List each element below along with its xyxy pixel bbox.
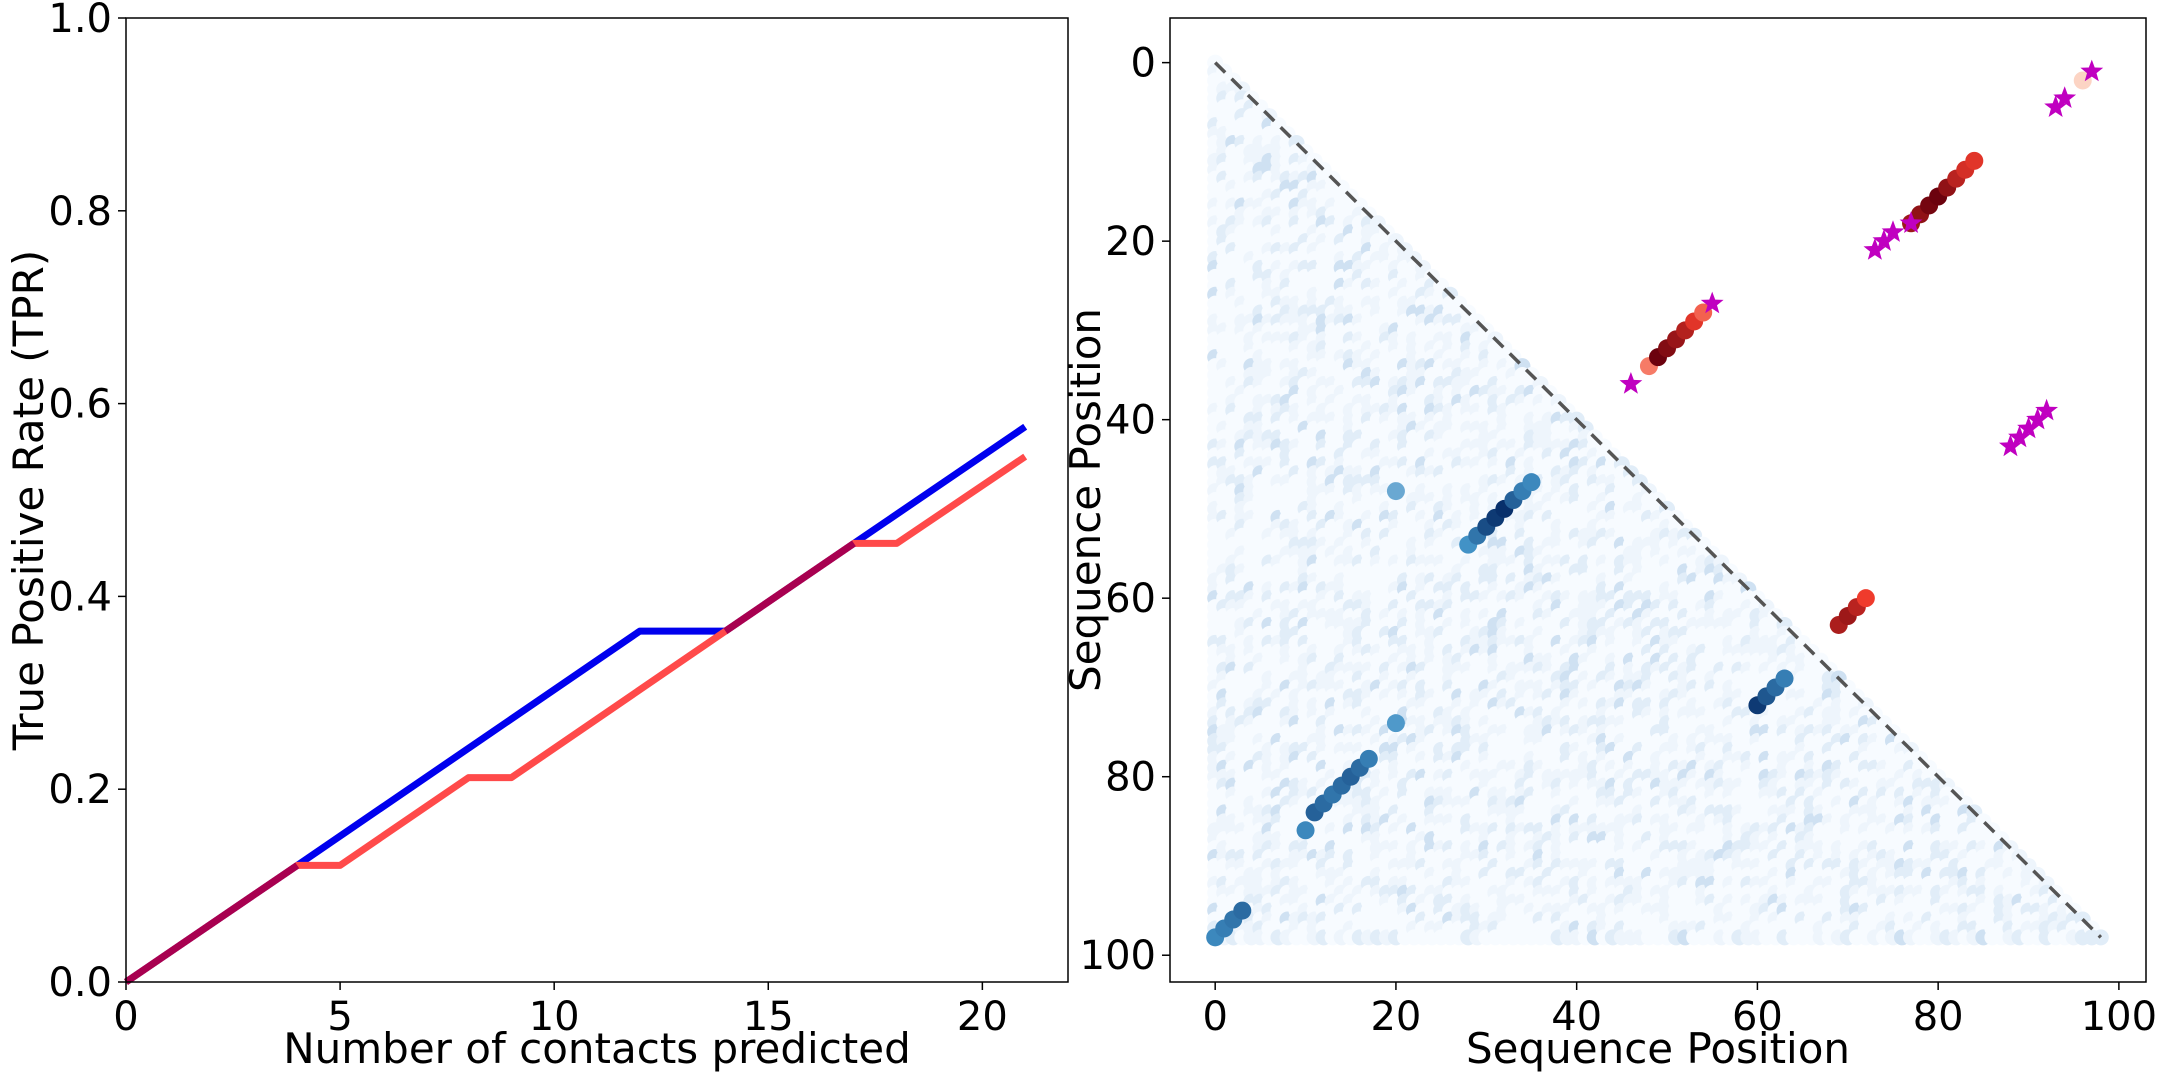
tpr-y-tick-label: 0.6 <box>48 382 112 428</box>
tpr-x-tick-label: 5 <box>327 994 352 1040</box>
tpr-y-axis-label: True Positive Rate (TPR) <box>4 250 53 751</box>
tpr-y-tick-label: 0.8 <box>48 189 112 235</box>
tpr-y-tick-label: 0.4 <box>48 574 112 620</box>
blue-contact-point <box>1296 821 1315 840</box>
tpr-x-axis-label: Number of contacts predicted <box>283 1024 911 1073</box>
contact-map-diagonal <box>1213 61 2103 939</box>
tpr-y-tick-label: 0.0 <box>48 960 112 1006</box>
tpr-line-chart: 0 5 10 15 20 0.0 0.2 0.4 0.6 0.8 1.0 Number of co… <box>4 0 1069 1073</box>
tpr-plot-frame <box>125 17 1069 983</box>
tpr-x-tick-label: 15 <box>743 994 794 1040</box>
tpr-x-tick-label: 0 <box>113 994 138 1040</box>
tpr-overlap-segment-1 <box>124 862 300 985</box>
tpr-y-tick-label: 1.0 <box>48 0 112 42</box>
tpr-x-ticks: 0 5 10 15 20 <box>113 982 1008 1040</box>
tpr-series-lines <box>124 423 1028 985</box>
tpr-series-line-2 <box>124 453 1028 985</box>
tpr-series-line-1 <box>124 423 1028 985</box>
tpr-y-tick-label: 0.2 <box>48 767 112 813</box>
contact-map-background-points <box>1207 54 2109 946</box>
tpr-x-tick-label: 20 <box>957 994 1008 1040</box>
contact-map-series-points <box>1206 59 2104 947</box>
tpr-x-tick-label: 10 <box>529 994 580 1040</box>
tpr-overlap-segment-2 <box>723 540 856 634</box>
diagonal-dashed-line <box>1213 61 2103 939</box>
blue-contact-point <box>1233 901 1252 920</box>
tpr-y-ticks: 0.0 0.2 0.4 0.6 0.8 1.0 <box>48 0 126 1006</box>
